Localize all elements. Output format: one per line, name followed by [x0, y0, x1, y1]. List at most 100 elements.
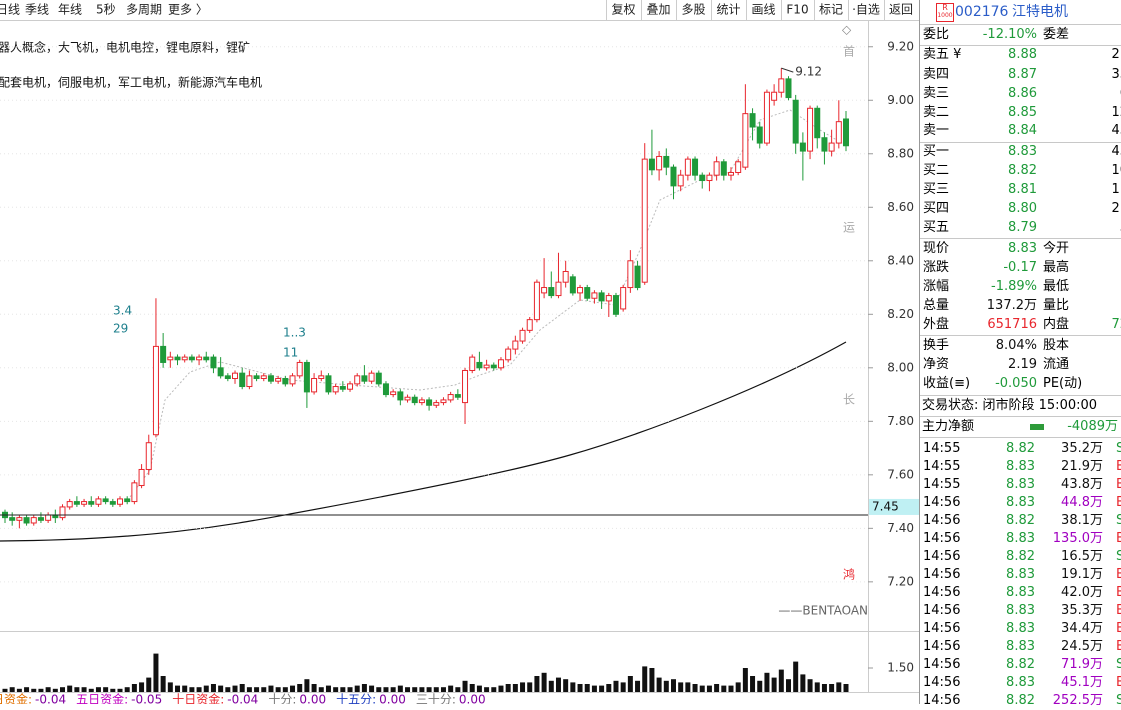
candle-body: [828, 142, 835, 152]
tick-volume: 135.0万: [1052, 531, 1103, 546]
volume-bar: [714, 684, 720, 692]
candle-body: [620, 287, 627, 310]
candle-body: [771, 91, 778, 101]
book-volume: 43: [1111, 123, 1121, 138]
volume-bar: [656, 677, 662, 692]
candle-body: [102, 498, 109, 503]
volume-bar: [24, 687, 30, 692]
tick-side: B: [1116, 567, 1121, 582]
book-label: 卖五 ¥: [923, 47, 962, 62]
volume-bar: [38, 688, 44, 692]
candle-body: [109, 501, 116, 505]
book-price: 8.83: [1008, 144, 1037, 159]
book-label: 卖三: [923, 86, 950, 101]
indicator-label: 五日资金:: [76, 692, 128, 705]
stat-value: 72: [1111, 317, 1121, 332]
volume-bar: [563, 679, 569, 692]
volume-bar: [678, 682, 684, 692]
volume-bar: [620, 682, 626, 692]
volume-bar: [757, 680, 763, 692]
book-price: 8.86: [1008, 86, 1037, 101]
volume-bar: [95, 687, 101, 692]
price-tag-label: 7.45: [872, 499, 899, 513]
stat-value: 1: [1120, 356, 1121, 374]
volume-bar: [139, 682, 145, 692]
volume-bar: [167, 682, 173, 692]
candle-body: [152, 345, 159, 436]
volume-bar: [512, 684, 518, 692]
chart: ◇ 日线 季线 年线 5秒 多周期 更多 〉 复权 叠加 多股 统计 画线 F10 标记 ·自选 返回器人概…: [0, 0, 920, 704]
candle-body: [390, 391, 397, 396]
toolbar-button[interactable]: 返回: [889, 3, 913, 17]
volume-bar: [548, 680, 554, 692]
candle-body: [131, 482, 138, 503]
candle-body: [476, 361, 483, 369]
stat-value: 8.83: [1008, 241, 1037, 256]
candle-body: [217, 367, 224, 377]
y-tick-label: 7.60: [887, 467, 914, 481]
tick-side: B: [1116, 585, 1121, 600]
volume-bar: [347, 687, 353, 692]
toolbar-button[interactable]: ·自选: [852, 3, 880, 17]
tick-price: 8.82: [1006, 513, 1035, 528]
period-tab[interactable]: 多周期: [126, 3, 162, 17]
candle-body: [339, 386, 346, 390]
candle-body: [117, 498, 124, 505]
tick-side: B: [1116, 531, 1121, 546]
period-tab[interactable]: 年线: [58, 3, 82, 17]
candle-body: [720, 161, 727, 176]
candle-body: [462, 369, 469, 404]
candle-body: [303, 361, 310, 393]
toolbar-button[interactable]: F10: [786, 3, 808, 17]
period-tab[interactable]: 日线: [0, 3, 20, 17]
toolbar-button[interactable]: 画线: [751, 3, 775, 17]
toolbar-button[interactable]: 多股: [681, 3, 705, 17]
volume-bar: [462, 680, 468, 692]
volume-bar: [433, 687, 439, 692]
indicator-label: 十分:: [268, 693, 296, 705]
volume-bar: [807, 679, 813, 692]
annotation: 11: [283, 346, 298, 360]
volume-bar: [103, 687, 109, 692]
candle-body: [591, 292, 598, 299]
volume-bar: [836, 682, 842, 692]
volume-bar: [9, 687, 15, 692]
candle-body: [246, 375, 253, 388]
period-tab[interactable]: 5秒: [96, 3, 116, 17]
candle-body: [835, 121, 842, 144]
candle-body: [318, 375, 325, 380]
tick-time: 14:56: [923, 585, 961, 600]
candle-body: [799, 142, 806, 152]
indicator-value: -0.04: [35, 693, 66, 705]
candle-body: [677, 174, 684, 187]
toolbar-button[interactable]: 复权: [611, 3, 635, 17]
tick-time: 14:56: [923, 495, 961, 510]
volume-bar: [361, 684, 367, 692]
separator: [920, 142, 1121, 143]
volume-bar: [469, 684, 475, 692]
volume-bar: [448, 685, 454, 692]
tick-price: 8.83: [1006, 459, 1035, 474]
volume-bar: [555, 677, 561, 692]
tick-side: S: [1116, 549, 1121, 564]
toolbar-button[interactable]: 标记: [819, 3, 843, 17]
toolbar-button[interactable]: 统计: [716, 3, 740, 17]
period-tab[interactable]: 更多 〉: [168, 3, 208, 17]
volume-bar: [175, 685, 181, 692]
candle-body: [9, 517, 16, 521]
volume-bar: [110, 688, 116, 692]
toolbar-button[interactable]: 叠加: [646, 3, 670, 17]
y-tick-label: 7.40: [887, 521, 914, 535]
volume-bar: [778, 669, 784, 692]
period-tab[interactable]: 季线: [25, 3, 49, 17]
volume-bar: [232, 685, 238, 692]
tick-time: 14:56: [923, 621, 961, 636]
volume-bar: [196, 687, 202, 692]
volume-bar: [369, 685, 375, 692]
volume-bar: [534, 676, 540, 692]
candle-body: [397, 391, 404, 401]
label: 委差: [1043, 27, 1070, 42]
volume-bar: [627, 676, 633, 692]
volume-bar: [750, 676, 756, 692]
